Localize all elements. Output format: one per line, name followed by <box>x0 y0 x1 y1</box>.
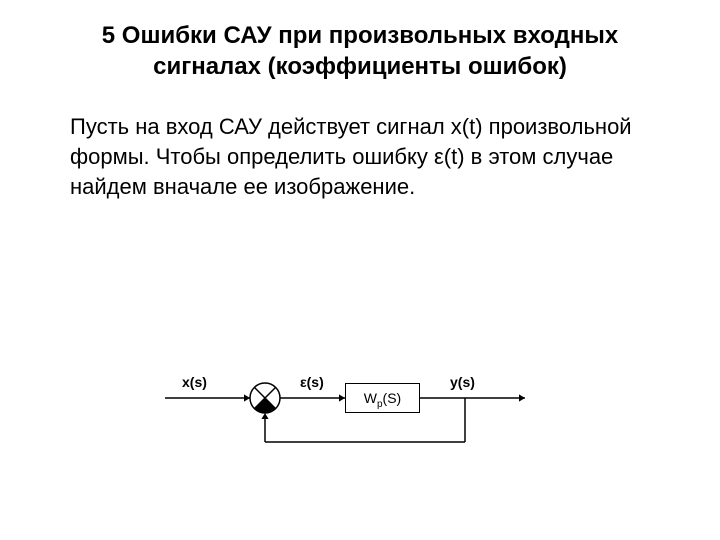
label-input: x(s) <box>182 374 207 390</box>
transfer-block: Wр(S) <box>345 383 420 413</box>
block-label-sub: р <box>377 399 383 410</box>
block-diagram: x(s) ε(s) y(s) Wр(S) <box>130 330 560 450</box>
label-output: y(s) <box>450 374 475 390</box>
slide: 5 Ошибки САУ при произвольных входных си… <box>0 0 720 540</box>
body-paragraph: Пусть на вход САУ действует сигнал x(t) … <box>70 112 660 201</box>
block-label: Wр(S) <box>364 390 401 406</box>
label-error: ε(s) <box>300 374 324 390</box>
slide-title: 5 Ошибки САУ при произвольных входных си… <box>50 20 670 82</box>
